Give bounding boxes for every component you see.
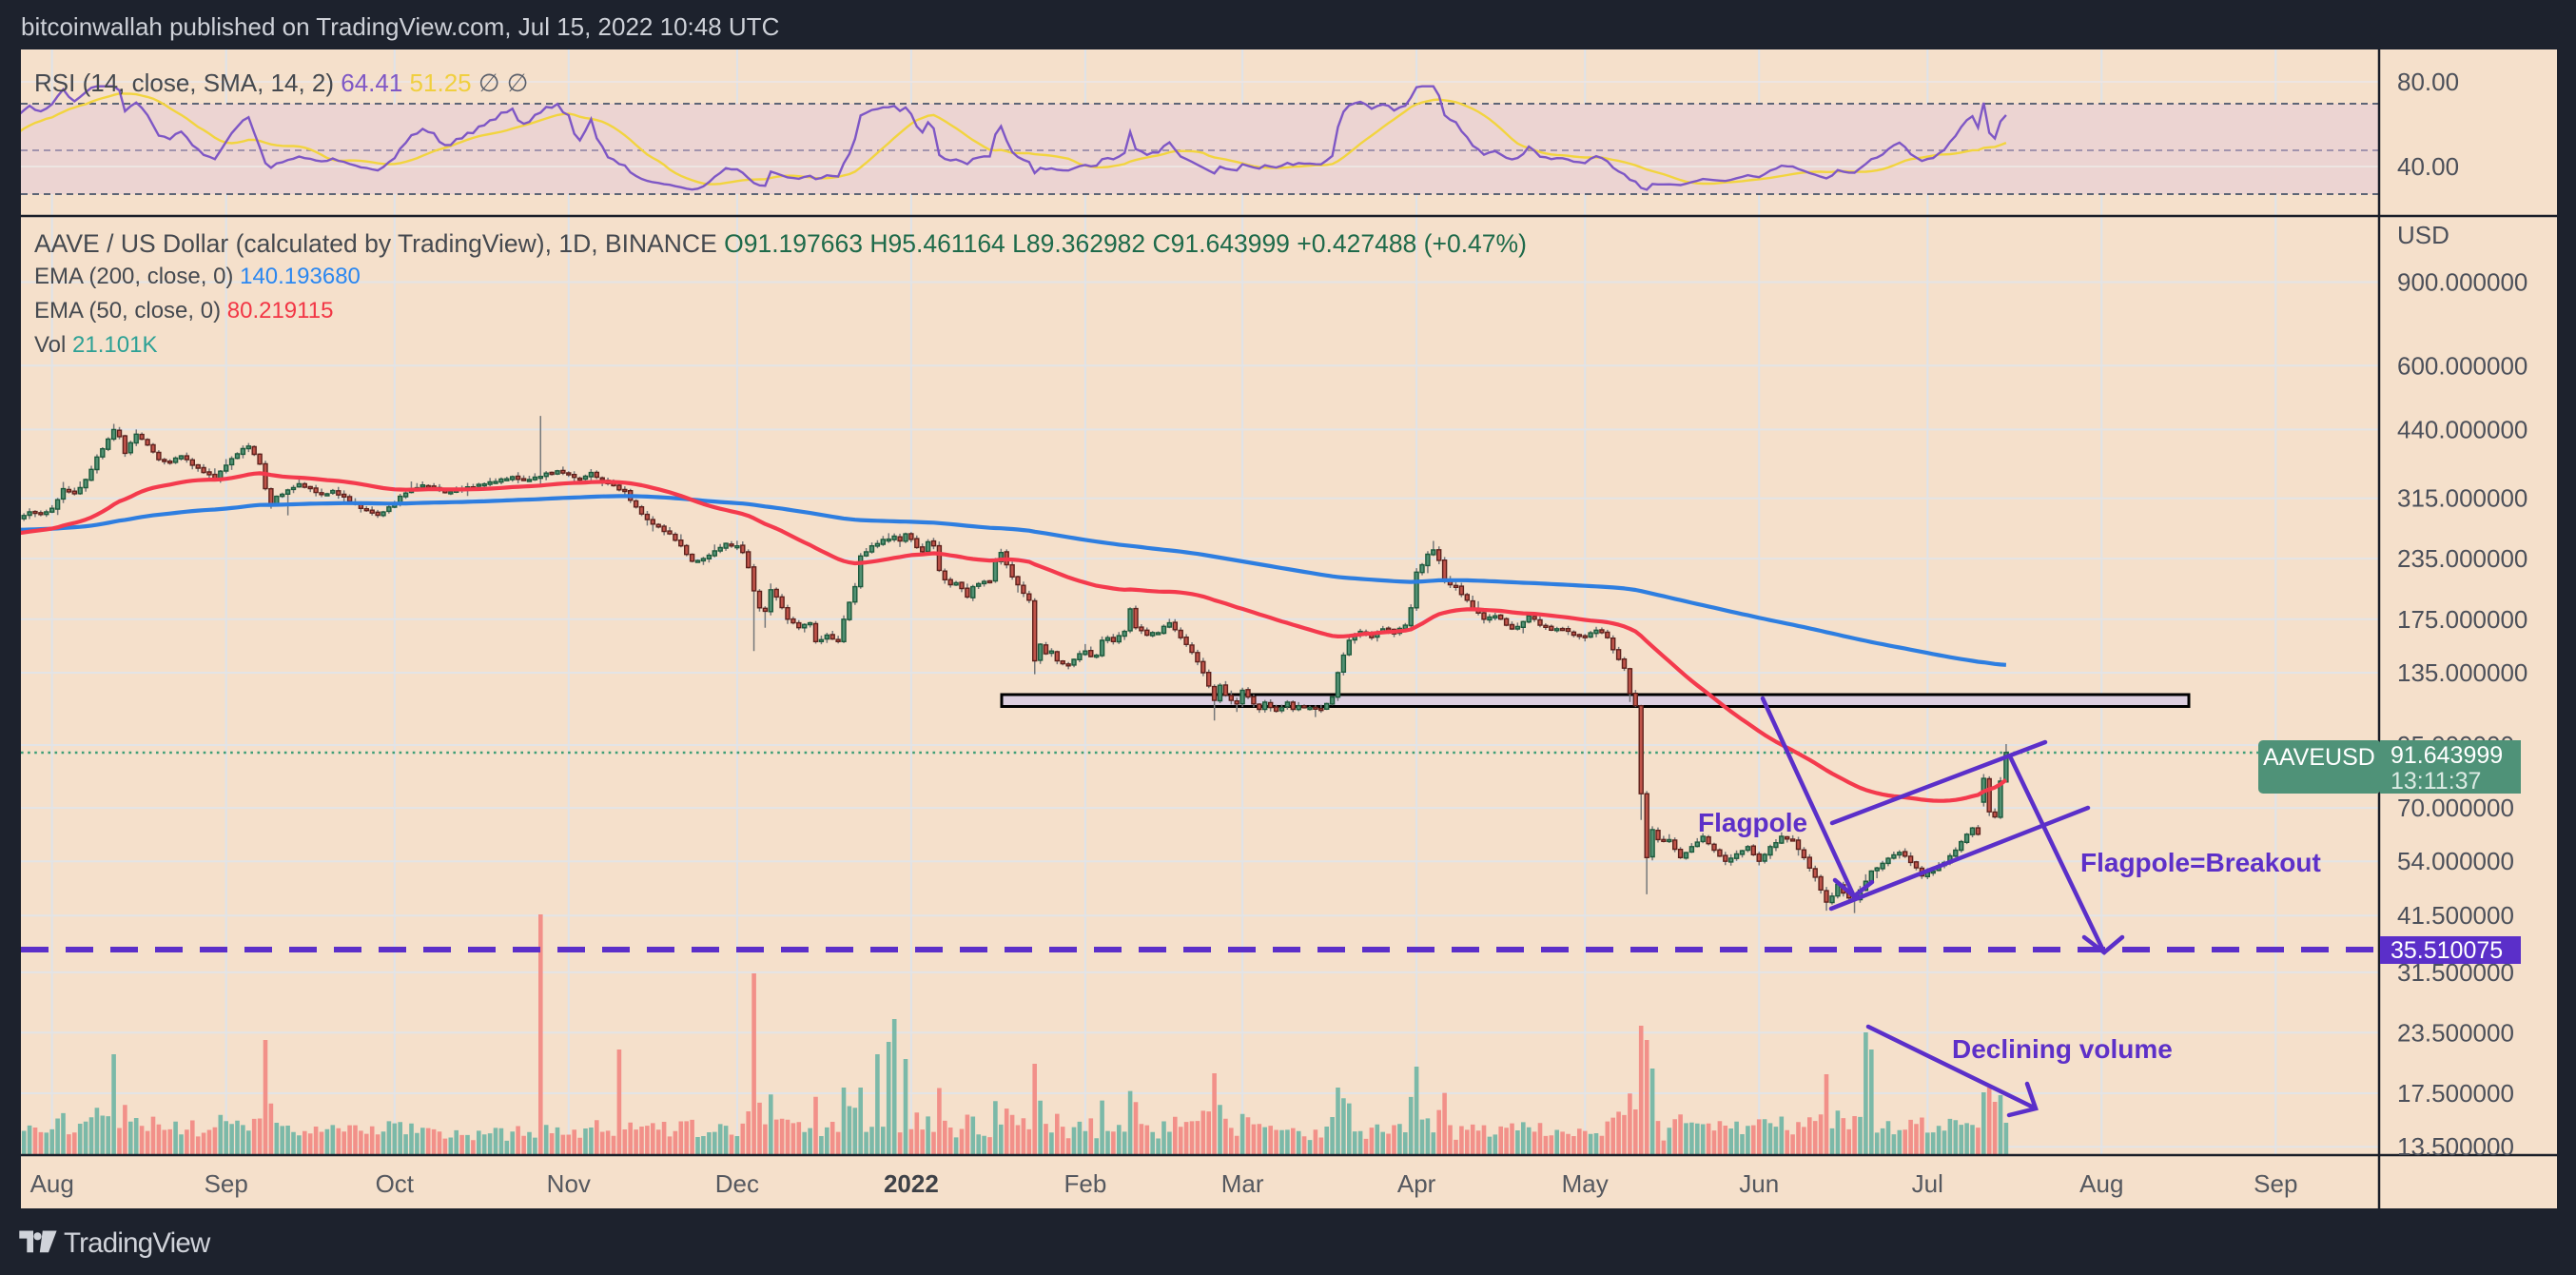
svg-text:23.500000: 23.500000 [2397, 1018, 2514, 1047]
svg-text:Oct: Oct [376, 1169, 415, 1198]
svg-text:Aug: Aug [30, 1169, 74, 1198]
svg-text:EMA (200, close, 0) 140.19368: EMA (200, close, 0) 140.193680 [34, 264, 361, 289]
svg-text:Jul: Jul [1912, 1169, 1943, 1198]
svg-text:EMA (50, close, 0) 80.219115: EMA (50, close, 0) 80.219115 [34, 298, 333, 324]
svg-text:235.000000: 235.000000 [2397, 544, 2527, 573]
svg-text:Apr: Apr [1397, 1169, 1436, 1198]
svg-text:13.500000: 13.500000 [2397, 1132, 2514, 1161]
svg-text:40.00: 40.00 [2397, 152, 2459, 181]
svg-text:80.00: 80.00 [2397, 68, 2459, 96]
svg-text:17.500000: 17.500000 [2397, 1079, 2514, 1108]
svg-text:Nov: Nov [547, 1169, 591, 1198]
svg-text:RSI (14, close, SMA, 14, 2) 64: RSI (14, close, SMA, 14, 2) 64.41 51.25 … [34, 69, 528, 97]
svg-text:USD: USD [2397, 221, 2449, 249]
svg-text:135.000000: 135.000000 [2397, 658, 2527, 687]
svg-text:AAVE / US Dollar (calculated b: AAVE / US Dollar (calculated by TradingV… [34, 229, 1527, 258]
svg-text:175.000000: 175.000000 [2397, 605, 2527, 634]
svg-text:900.000000: 900.000000 [2397, 268, 2527, 297]
svg-text:54.000000: 54.000000 [2397, 847, 2514, 875]
svg-text:bitcoinwallah published on Tra: bitcoinwallah published on TradingView.c… [21, 12, 779, 41]
svg-text:13:11:37: 13:11:37 [2391, 768, 2481, 794]
svg-text:Vol 21.101K: Vol 21.101K [34, 332, 157, 358]
svg-text:440.000000: 440.000000 [2397, 415, 2527, 443]
svg-text:315.000000: 315.000000 [2397, 484, 2527, 513]
svg-text:TradingView: TradingView [64, 1227, 211, 1259]
svg-text:Feb: Feb [1064, 1169, 1106, 1198]
svg-text:70.000000: 70.000000 [2397, 794, 2514, 822]
svg-text:Mar: Mar [1221, 1169, 1264, 1198]
svg-text:2022: 2022 [884, 1169, 939, 1198]
svg-text:Dec: Dec [715, 1169, 759, 1198]
svg-text:41.500000: 41.500000 [2397, 901, 2514, 930]
svg-text:Sep: Sep [2254, 1169, 2297, 1198]
svg-text:AAVEUSD: AAVEUSD [2263, 744, 2375, 771]
svg-text:Aug: Aug [2079, 1169, 2123, 1198]
svg-text:Sep: Sep [205, 1169, 248, 1198]
svg-text:Flagpole=Breakout: Flagpole=Breakout [2080, 848, 2321, 877]
svg-text:35.510075: 35.510075 [2391, 937, 2503, 964]
svg-text:Declining volume: Declining volume [1952, 1034, 2173, 1064]
svg-text:600.000000: 600.000000 [2397, 351, 2527, 380]
svg-text:91.643999: 91.643999 [2391, 742, 2503, 769]
svg-text:May: May [1562, 1169, 1609, 1198]
svg-text:Flagpole: Flagpole [1698, 808, 1807, 837]
svg-text:Jun: Jun [1739, 1169, 1779, 1198]
